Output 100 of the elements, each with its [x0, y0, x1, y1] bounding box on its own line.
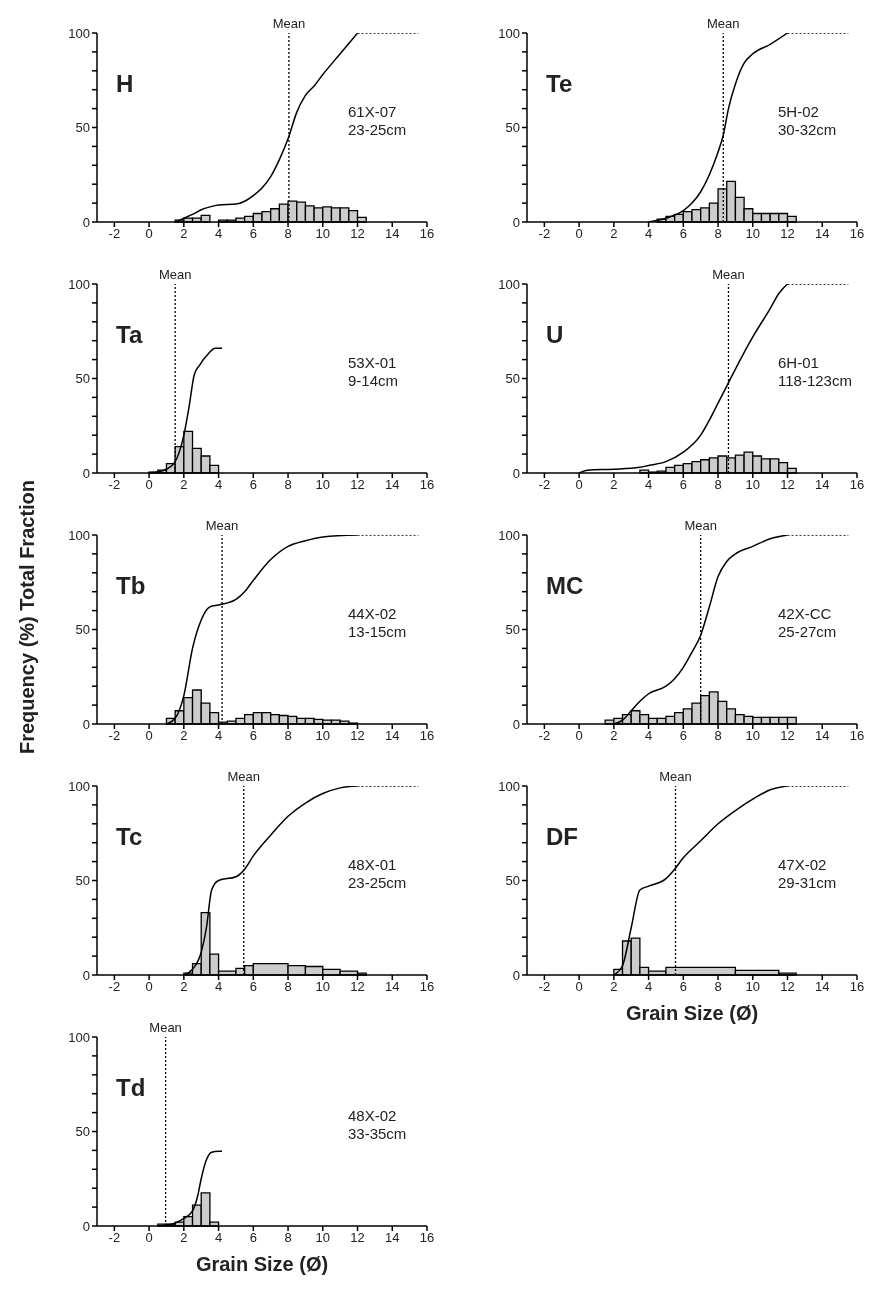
x-tick-label: 12 [350, 477, 365, 493]
y-tick-label: 50 [75, 371, 90, 387]
x-tick-label: 16 [849, 728, 865, 744]
x-tick-label: 12 [350, 728, 365, 744]
y-tick-label: 100 [68, 1029, 90, 1045]
x-tick-label: 4 [644, 728, 653, 744]
x-tick-label: 6 [249, 1230, 257, 1246]
x-tick-label: 8 [284, 1230, 292, 1246]
y-tick-label: 0 [82, 465, 90, 481]
x-tick-label: 4 [214, 979, 223, 995]
y-tick-label: 50 [75, 1124, 90, 1140]
ref-line-label: Mean [707, 16, 740, 31]
x-tick-label: 6 [249, 226, 257, 242]
y-tick-label: 100 [68, 778, 90, 794]
x-tick-label: 8 [714, 979, 722, 995]
ref-line-label: Mean [659, 769, 692, 784]
x-tick-label: 4 [644, 226, 653, 242]
x-tick-label: 12 [780, 477, 795, 493]
annotation: 6H-01 [778, 354, 820, 372]
x-tick-label: 12 [780, 728, 795, 744]
x-tick-label: 6 [679, 477, 687, 493]
y-tick-label: 100 [68, 25, 90, 41]
x-tick-label: 6 [249, 477, 257, 493]
x-tick-label: 4 [214, 728, 223, 744]
annotation: 48X-01 [348, 856, 398, 874]
x-tick-label: 2 [180, 477, 188, 493]
x-tick-label: 2 [180, 979, 188, 995]
y-tick-label: 0 [512, 716, 520, 732]
annotation: 29-31cm [778, 874, 837, 892]
annotation: 33-35cm [348, 1125, 407, 1143]
x-tick-label: 12 [780, 979, 795, 995]
x-tick-label: 14 [815, 728, 830, 744]
y-tick-label: 0 [82, 1218, 90, 1234]
x-tick-label: -2 [108, 477, 121, 493]
x-tick-label: 14 [385, 1230, 400, 1246]
x-tick-label: 14 [815, 477, 830, 493]
x-tick-label: 2 [610, 979, 618, 995]
y-tick-label: 50 [75, 622, 90, 638]
x-tick-label: -2 [538, 728, 551, 744]
y-tick-label: 50 [505, 120, 520, 136]
x-tick-label: 6 [249, 979, 257, 995]
y-tick-label: 100 [498, 527, 520, 543]
x-tick-label: 0 [575, 477, 583, 493]
y-tick-label: 100 [498, 276, 520, 292]
text: Td [116, 1074, 146, 1102]
annotation: 53X-01 [348, 354, 398, 372]
x-tick-label: 16 [419, 477, 435, 493]
ref-line-label: Mean [149, 1020, 182, 1035]
y-tick-label: 0 [82, 214, 90, 230]
x-tick-label: 14 [385, 477, 400, 493]
x-tick-label: 12 [350, 226, 365, 242]
y-tick-label: 100 [498, 778, 520, 794]
x-tick-label: 10 [315, 728, 331, 744]
x-tick-label: -2 [108, 728, 121, 744]
ref-line-label: Mean [205, 518, 239, 533]
x-axis-title: Grain Size (Ø) [624, 1002, 760, 1025]
ref-line-label: Mean [227, 769, 261, 784]
annotation: 13-15cm [348, 623, 407, 641]
x-tick-label: 14 [385, 728, 400, 744]
y-tick-label: 50 [505, 873, 520, 889]
x-tick-label: 14 [815, 226, 830, 242]
y-tick-label: 100 [68, 276, 90, 292]
x-tick-label: -2 [538, 226, 551, 242]
x-tick-label: 8 [714, 728, 722, 744]
x-tick-label: 14 [385, 226, 400, 242]
x-tick-label: 10 [745, 979, 761, 995]
x-tick-label: 0 [575, 226, 583, 242]
y-axis-title: Frequency (%) Total Fraction [16, 478, 39, 757]
x-tick-label: 0 [145, 1230, 153, 1246]
x-tick-label: 4 [214, 477, 223, 493]
x-tick-label: 0 [145, 979, 153, 995]
x-tick-label: 10 [315, 226, 331, 242]
annotation: 118-123cm [778, 372, 852, 390]
x-tick-label: 0 [145, 728, 153, 744]
annotation: 23-25cm [348, 874, 407, 892]
x-tick-label: 6 [679, 226, 687, 242]
y-tick-label: 0 [512, 214, 520, 230]
annotation: 30-32cm [778, 121, 837, 139]
x-tick-label: 0 [575, 979, 583, 995]
annotation: 9-14cm [348, 372, 399, 390]
x-tick-label: 10 [315, 979, 331, 995]
x-axis-title: Grain Size (Ø) [194, 1253, 330, 1276]
text: Tc [116, 823, 143, 851]
x-tick-label: 8 [284, 979, 292, 995]
x-tick-label: 2 [610, 226, 618, 242]
x-tick-label: 10 [745, 226, 761, 242]
text: Ta [116, 321, 143, 349]
x-tick-label: 16 [419, 979, 435, 995]
ref-line-label: Mean [684, 518, 717, 533]
x-tick-label: 2 [610, 728, 618, 744]
annotation: 48X-02 [348, 1107, 398, 1125]
x-tick-label: 12 [350, 1230, 365, 1246]
x-tick-label: 2 [610, 477, 618, 493]
y-tick-label: 0 [82, 716, 90, 732]
x-tick-label: 8 [284, 226, 292, 242]
x-tick-label: 2 [180, 728, 188, 744]
text: H [116, 70, 134, 98]
x-tick-label: 4 [644, 979, 653, 995]
annotation: 25-27cm [778, 623, 837, 641]
y-tick-label: 0 [512, 967, 520, 983]
